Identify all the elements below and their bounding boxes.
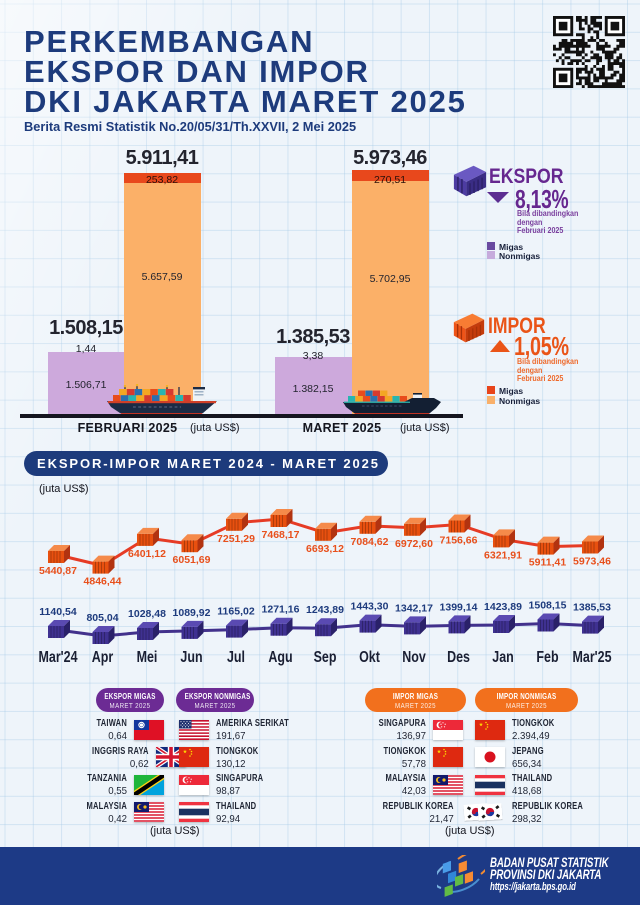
svg-text:1271,16: 1271,16 (262, 604, 300, 616)
svg-text:1423,89: 1423,89 (484, 601, 522, 613)
svg-text:6321,91: 6321,91 (484, 549, 522, 561)
svg-text:Mei: Mei (137, 649, 158, 667)
svg-text:4846,44: 4846,44 (84, 576, 122, 588)
svg-text:5911,41: 5911,41 (529, 557, 567, 569)
svg-text:Mar'24: Mar'24 (39, 649, 78, 667)
svg-text:1385,53: 1385,53 (573, 602, 611, 614)
svg-text:Jul: Jul (227, 649, 245, 667)
svg-text:1243,89: 1243,89 (306, 604, 344, 616)
svg-text:1443,30: 1443,30 (351, 601, 389, 613)
svg-text:Apr: Apr (92, 649, 114, 667)
svg-text:1089,92: 1089,92 (173, 607, 211, 619)
svg-text:6401,12: 6401,12 (128, 548, 166, 560)
svg-text:7251,29: 7251,29 (217, 533, 255, 545)
svg-text:5440,87: 5440,87 (39, 565, 77, 577)
svg-text:5973,46: 5973,46 (573, 556, 611, 568)
svg-text:7156,66: 7156,66 (440, 535, 478, 547)
svg-text:Nov: Nov (402, 649, 426, 667)
svg-text:Jan: Jan (492, 649, 513, 667)
svg-text:1140,54: 1140,54 (39, 606, 77, 618)
svg-text:Des: Des (447, 649, 470, 667)
svg-text:7468,17: 7468,17 (262, 529, 300, 541)
svg-text:6693,12: 6693,12 (306, 543, 344, 555)
svg-text:1165,02: 1165,02 (217, 606, 255, 618)
svg-text:Feb: Feb (536, 649, 558, 667)
svg-text:6051,69: 6051,69 (173, 554, 211, 566)
svg-text:Agu: Agu (268, 649, 292, 667)
svg-text:Jun: Jun (180, 649, 202, 667)
svg-text:6972,60: 6972,60 (395, 538, 433, 550)
svg-text:1508,15: 1508,15 (529, 600, 567, 612)
svg-text:Mar'25: Mar'25 (573, 649, 612, 667)
svg-text:Okt: Okt (359, 649, 380, 667)
svg-text:805,04: 805,04 (86, 612, 118, 624)
svg-text:1342,17: 1342,17 (395, 602, 433, 614)
svg-text:1028,48: 1028,48 (128, 608, 166, 620)
svg-text:1399,14: 1399,14 (440, 601, 478, 613)
svg-text:7084,62: 7084,62 (351, 536, 389, 548)
svg-text:Sep: Sep (314, 649, 337, 667)
